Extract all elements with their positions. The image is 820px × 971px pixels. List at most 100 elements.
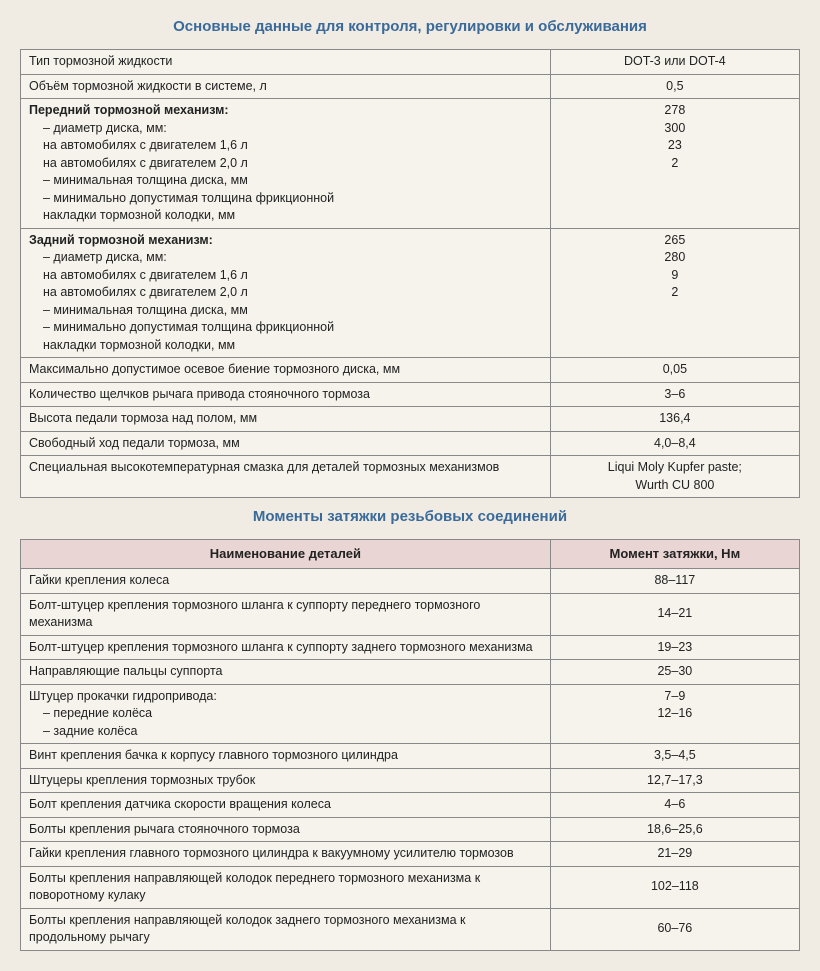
table-row: Задний тормозной механизм:– диаметр диск… <box>21 228 800 358</box>
table-row: Болт-штуцер крепления тормозного шланга … <box>21 593 800 635</box>
row-label: Гайки крепления главного тормозного цили… <box>21 842 551 867</box>
cell-line: Штуцер прокачки гидропривода: <box>29 688 542 706</box>
row-value: 88–117 <box>550 569 799 594</box>
table-row: Гайки крепления колеса88–117 <box>21 569 800 594</box>
row-label: Объём тормозной жидкости в системе, л <box>21 74 551 99</box>
row-value: 60–76 <box>550 908 799 950</box>
table-row: Гайки крепления главного тормозного цили… <box>21 842 800 867</box>
cell-line: накладки тормозной колодки, мм <box>29 337 542 355</box>
row-label: Задний тормозной механизм:– диаметр диск… <box>21 228 551 358</box>
cell-line: – задние колёса <box>29 723 542 741</box>
cell-line: 23 <box>559 137 791 155</box>
table-row: Тип тормозной жидкостиDOT-3 или DOT-4 <box>21 50 800 75</box>
cell-line: Задний тормозной механизм: <box>29 232 542 250</box>
cell-line: на автомобилях с двигателем 2,0 л <box>29 155 542 173</box>
row-label: Направляющие пальцы суппорта <box>21 660 551 685</box>
row-label: Болты крепления рычага стояночного тормо… <box>21 817 551 842</box>
table-row: Количество щелчков рычага привода стояно… <box>21 382 800 407</box>
row-label: Гайки крепления колеса <box>21 569 551 594</box>
row-label: Штуцер прокачки гидропривода:– передние … <box>21 684 551 744</box>
row-value: 14–21 <box>550 593 799 635</box>
cell-line: – диаметр диска, мм: <box>29 249 542 267</box>
cell-line: Передний тормозной механизм: <box>29 102 542 120</box>
row-value: 0,5 <box>550 74 799 99</box>
table-row: Направляющие пальцы суппорта25–30 <box>21 660 800 685</box>
row-value: 136,4 <box>550 407 799 432</box>
header-right: Момент затяжки, Нм <box>550 540 799 569</box>
table-row: Штуцер прокачки гидропривода:– передние … <box>21 684 800 744</box>
maintenance-table: Тип тормозной жидкостиDOT-3 или DOT-4Объ… <box>20 49 800 498</box>
row-label: Количество щелчков рычага привода стояно… <box>21 382 551 407</box>
row-label: Болт крепления датчика скорости вращения… <box>21 793 551 818</box>
section1-title: Основные данные для контроля, регулировк… <box>20 18 800 35</box>
table-row: Болт-штуцер крепления тормозного шланга … <box>21 635 800 660</box>
cell-line: – минимально допустимая толщина фрикцион… <box>29 190 542 208</box>
row-label: Винт крепления бачка к корпусу главного … <box>21 744 551 769</box>
torque-table: Наименование деталей Момент затяжки, Нм … <box>20 539 800 951</box>
cell-line: Liqui Moly Kupfer paste; <box>559 459 791 477</box>
table-row: Винт крепления бачка к корпусу главного … <box>21 744 800 769</box>
row-value: 4–6 <box>550 793 799 818</box>
row-value: 26528092 <box>550 228 799 358</box>
row-label: Передний тормозной механизм:– диаметр ди… <box>21 99 551 229</box>
row-label: Высота педали тормоза над полом, мм <box>21 407 551 432</box>
table-row: Объём тормозной жидкости в системе, л0,5 <box>21 74 800 99</box>
cell-line: Wurth CU 800 <box>559 477 791 495</box>
row-value: 4,0–8,4 <box>550 431 799 456</box>
row-label: Болт-штуцер крепления тормозного шланга … <box>21 635 551 660</box>
row-label: Свободный ход педали тормоза, мм <box>21 431 551 456</box>
table-row: Болты крепления рычага стояночного тормо… <box>21 817 800 842</box>
row-value: 0,05 <box>550 358 799 383</box>
row-label: Болты крепления направляющей колодок пер… <box>21 866 551 908</box>
cell-line: на автомобилях с двигателем 1,6 л <box>29 267 542 285</box>
table-row: Болт крепления датчика скорости вращения… <box>21 793 800 818</box>
table-row: Болты крепления направляющей колодок зад… <box>21 908 800 950</box>
row-value: 278300232 <box>550 99 799 229</box>
row-value: 19–23 <box>550 635 799 660</box>
table-row: Болты крепления направляющей колодок пер… <box>21 866 800 908</box>
row-value: 12,7–17,3 <box>550 768 799 793</box>
cell-line: накладки тормозной колодки, мм <box>29 207 542 225</box>
table-row: Свободный ход педали тормоза, мм4,0–8,4 <box>21 431 800 456</box>
table-row: Высота педали тормоза над полом, мм136,4 <box>21 407 800 432</box>
cell-line: 278 <box>559 102 791 120</box>
row-label: Тип тормозной жидкости <box>21 50 551 75</box>
row-value: 7–912–16 <box>550 684 799 744</box>
row-value: DOT-3 или DOT-4 <box>550 50 799 75</box>
row-value: 3–6 <box>550 382 799 407</box>
cell-line: – минимальная толщина диска, мм <box>29 302 542 320</box>
row-label: Болты крепления направляющей колодок зад… <box>21 908 551 950</box>
row-value: Liqui Moly Kupfer paste;Wurth CU 800 <box>550 456 799 498</box>
cell-line: 7–9 <box>559 688 791 706</box>
cell-line: на автомобилях с двигателем 1,6 л <box>29 137 542 155</box>
header-left: Наименование деталей <box>21 540 551 569</box>
cell-line: 2 <box>559 155 791 173</box>
row-value: 102–118 <box>550 866 799 908</box>
row-label: Максимально допустимое осевое биение тор… <box>21 358 551 383</box>
cell-line: – минимально допустимая толщина фрикцион… <box>29 319 542 337</box>
row-value: 3,5–4,5 <box>550 744 799 769</box>
cell-line: 2 <box>559 284 791 302</box>
table-row: Специальная высокотемпературная смазка д… <box>21 456 800 498</box>
row-label: Болт-штуцер крепления тормозного шланга … <box>21 593 551 635</box>
cell-line: на автомобилях с двигателем 2,0 л <box>29 284 542 302</box>
table-row: Передний тормозной механизм:– диаметр ди… <box>21 99 800 229</box>
row-label: Штуцеры крепления тормозных трубок <box>21 768 551 793</box>
row-label: Специальная высокотемпературная смазка д… <box>21 456 551 498</box>
cell-line: 300 <box>559 120 791 138</box>
cell-line: 9 <box>559 267 791 285</box>
table-row: Штуцеры крепления тормозных трубок12,7–1… <box>21 768 800 793</box>
cell-line: 12–16 <box>559 705 791 723</box>
cell-line: – передние колёса <box>29 705 542 723</box>
cell-line: – диаметр диска, мм: <box>29 120 542 138</box>
section2-title: Моменты затяжки резьбовых соединений <box>20 508 800 525</box>
cell-line: 280 <box>559 249 791 267</box>
table-header: Наименование деталей Момент затяжки, Нм <box>21 540 800 569</box>
row-value: 21–29 <box>550 842 799 867</box>
page: Основные данные для контроля, регулировк… <box>0 0 820 971</box>
cell-line: – минимальная толщина диска, мм <box>29 172 542 190</box>
row-value: 18,6–25,6 <box>550 817 799 842</box>
cell-line: 265 <box>559 232 791 250</box>
table-row: Максимально допустимое осевое биение тор… <box>21 358 800 383</box>
row-value: 25–30 <box>550 660 799 685</box>
